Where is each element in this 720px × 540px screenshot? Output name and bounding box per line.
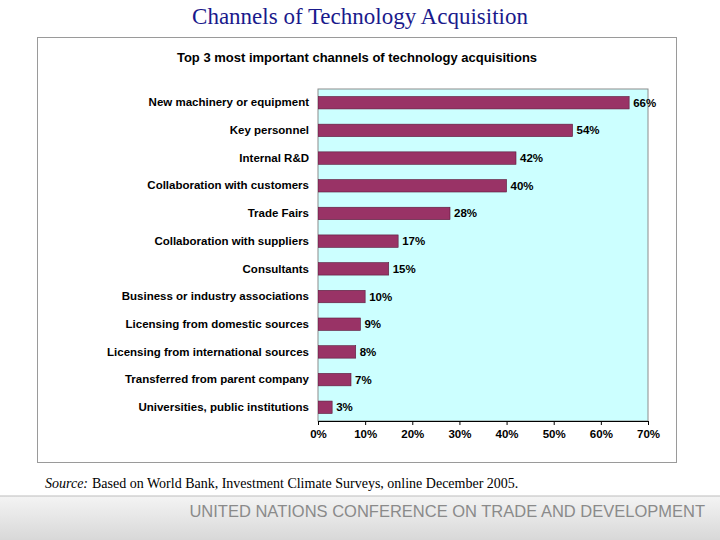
bars <box>318 96 629 413</box>
y-tick: Collaboration with customers <box>147 179 318 191</box>
bar <box>318 373 351 385</box>
x-tick: 60% <box>590 421 613 440</box>
y-tick-label: Internal R&D <box>239 152 309 164</box>
bar <box>318 124 573 136</box>
y-tick: Internal R&D <box>239 152 318 164</box>
data-label: 8% <box>360 346 377 358</box>
x-tick-mark <box>365 421 366 425</box>
bar <box>318 401 332 413</box>
bar <box>318 318 360 330</box>
x-tick-mark <box>318 421 319 425</box>
y-tick: Collaboration with suppliers <box>154 235 318 247</box>
y-tick: Key personnel <box>230 124 318 136</box>
data-label: 10% <box>369 291 392 303</box>
slide-title: Channels of Technology Acquisition <box>192 4 528 29</box>
y-tick-label: Transferred from parent company <box>125 373 310 385</box>
source-note: Source: Based on World Bank, Investment C… <box>45 476 518 491</box>
bar <box>318 96 629 108</box>
bar <box>318 346 356 358</box>
data-label: 40% <box>511 180 534 192</box>
source-label: Source: <box>45 476 88 491</box>
x-tick-label: 10% <box>354 428 377 440</box>
data-label: 54% <box>577 124 600 136</box>
x-tick: 70% <box>637 421 660 440</box>
bar <box>318 152 516 164</box>
y-tick-label: Collaboration with suppliers <box>154 235 309 247</box>
y-tick-label: Licensing from domestic sources <box>126 318 309 330</box>
y-tick: Consultants <box>243 263 318 275</box>
y-tick: Trade Fairs <box>248 207 318 219</box>
data-label: 15% <box>393 263 416 275</box>
plot-area <box>318 89 648 421</box>
footer-text: UNITED NATIONS CONFERENCE ON TRADE AND D… <box>189 502 705 520</box>
y-tick-label: Consultants <box>243 263 309 275</box>
data-label: 9% <box>364 318 381 330</box>
chart-title: Top 3 most important channels of technol… <box>177 50 537 65</box>
y-tick-label: Key personnel <box>230 124 309 136</box>
y-tick-label: New machinery or equipment <box>149 96 310 108</box>
x-axis: 0% 10% 20% 30% 40% 50% 60% 70% <box>310 421 660 440</box>
y-tick-label: Collaboration with customers <box>147 179 309 191</box>
x-tick: 50% <box>543 421 566 440</box>
slide-background <box>0 0 720 540</box>
bar <box>318 207 450 219</box>
x-tick-label: 20% <box>401 428 424 440</box>
data-label: 17% <box>402 235 425 247</box>
x-tick-label: 60% <box>590 428 613 440</box>
y-tick-label: Licensing from international sources <box>107 346 309 358</box>
y-tick: Transferred from parent company <box>125 373 318 385</box>
x-tick-mark <box>648 421 649 425</box>
chart-panel <box>38 38 677 463</box>
x-tick-mark <box>507 421 508 425</box>
y-tick: Licensing from domestic sources <box>126 318 318 330</box>
slide: UNITED NATIONS CONFERENCE ON TRADE AND D… <box>0 0 720 540</box>
x-tick-label: 40% <box>496 428 519 440</box>
x-tick: 30% <box>448 421 471 440</box>
y-tick: New machinery or equipment <box>149 96 318 108</box>
x-tick-mark <box>459 421 460 425</box>
data-label: 66% <box>633 97 656 109</box>
x-tick-mark <box>601 421 602 425</box>
x-tick: 20% <box>401 421 424 440</box>
x-axis-line <box>319 421 649 422</box>
bar <box>318 235 398 247</box>
y-axis: New machinery or equipment Key personnel I… <box>107 96 318 413</box>
x-tick-label: 0% <box>310 428 327 440</box>
footer-rule <box>0 496 720 497</box>
bar <box>318 290 365 302</box>
x-tick: 0% <box>310 421 327 440</box>
y-tick: Business or industry associations <box>122 290 318 302</box>
y-tick-label: Trade Fairs <box>248 207 309 219</box>
y-tick: Universities, public institutions <box>138 401 318 413</box>
bar <box>318 180 507 192</box>
data-label: 28% <box>454 207 477 219</box>
data-label: 3% <box>336 401 353 413</box>
bar <box>318 263 389 275</box>
x-tick-mark <box>412 421 413 425</box>
x-tick-mark <box>554 421 555 425</box>
y-tick-label: Universities, public institutions <box>138 401 309 413</box>
x-tick-label: 70% <box>637 428 660 440</box>
x-tick-label: 50% <box>543 428 566 440</box>
x-tick-label: 30% <box>448 428 471 440</box>
data-label: 42% <box>520 152 543 164</box>
data-label: 7% <box>355 374 372 386</box>
x-tick: 10% <box>354 421 377 440</box>
source-text: Based on World Bank, Investment Climate … <box>92 476 518 491</box>
footer-band <box>0 496 720 540</box>
x-tick: 40% <box>496 421 519 440</box>
data-labels: 66% 54% 42% 40% 28% 17% 15% 10% 9% 8% 7% 3% <box>336 97 656 414</box>
y-tick-label: Business or industry associations <box>122 290 309 302</box>
y-tick: Licensing from international sources <box>107 346 318 358</box>
